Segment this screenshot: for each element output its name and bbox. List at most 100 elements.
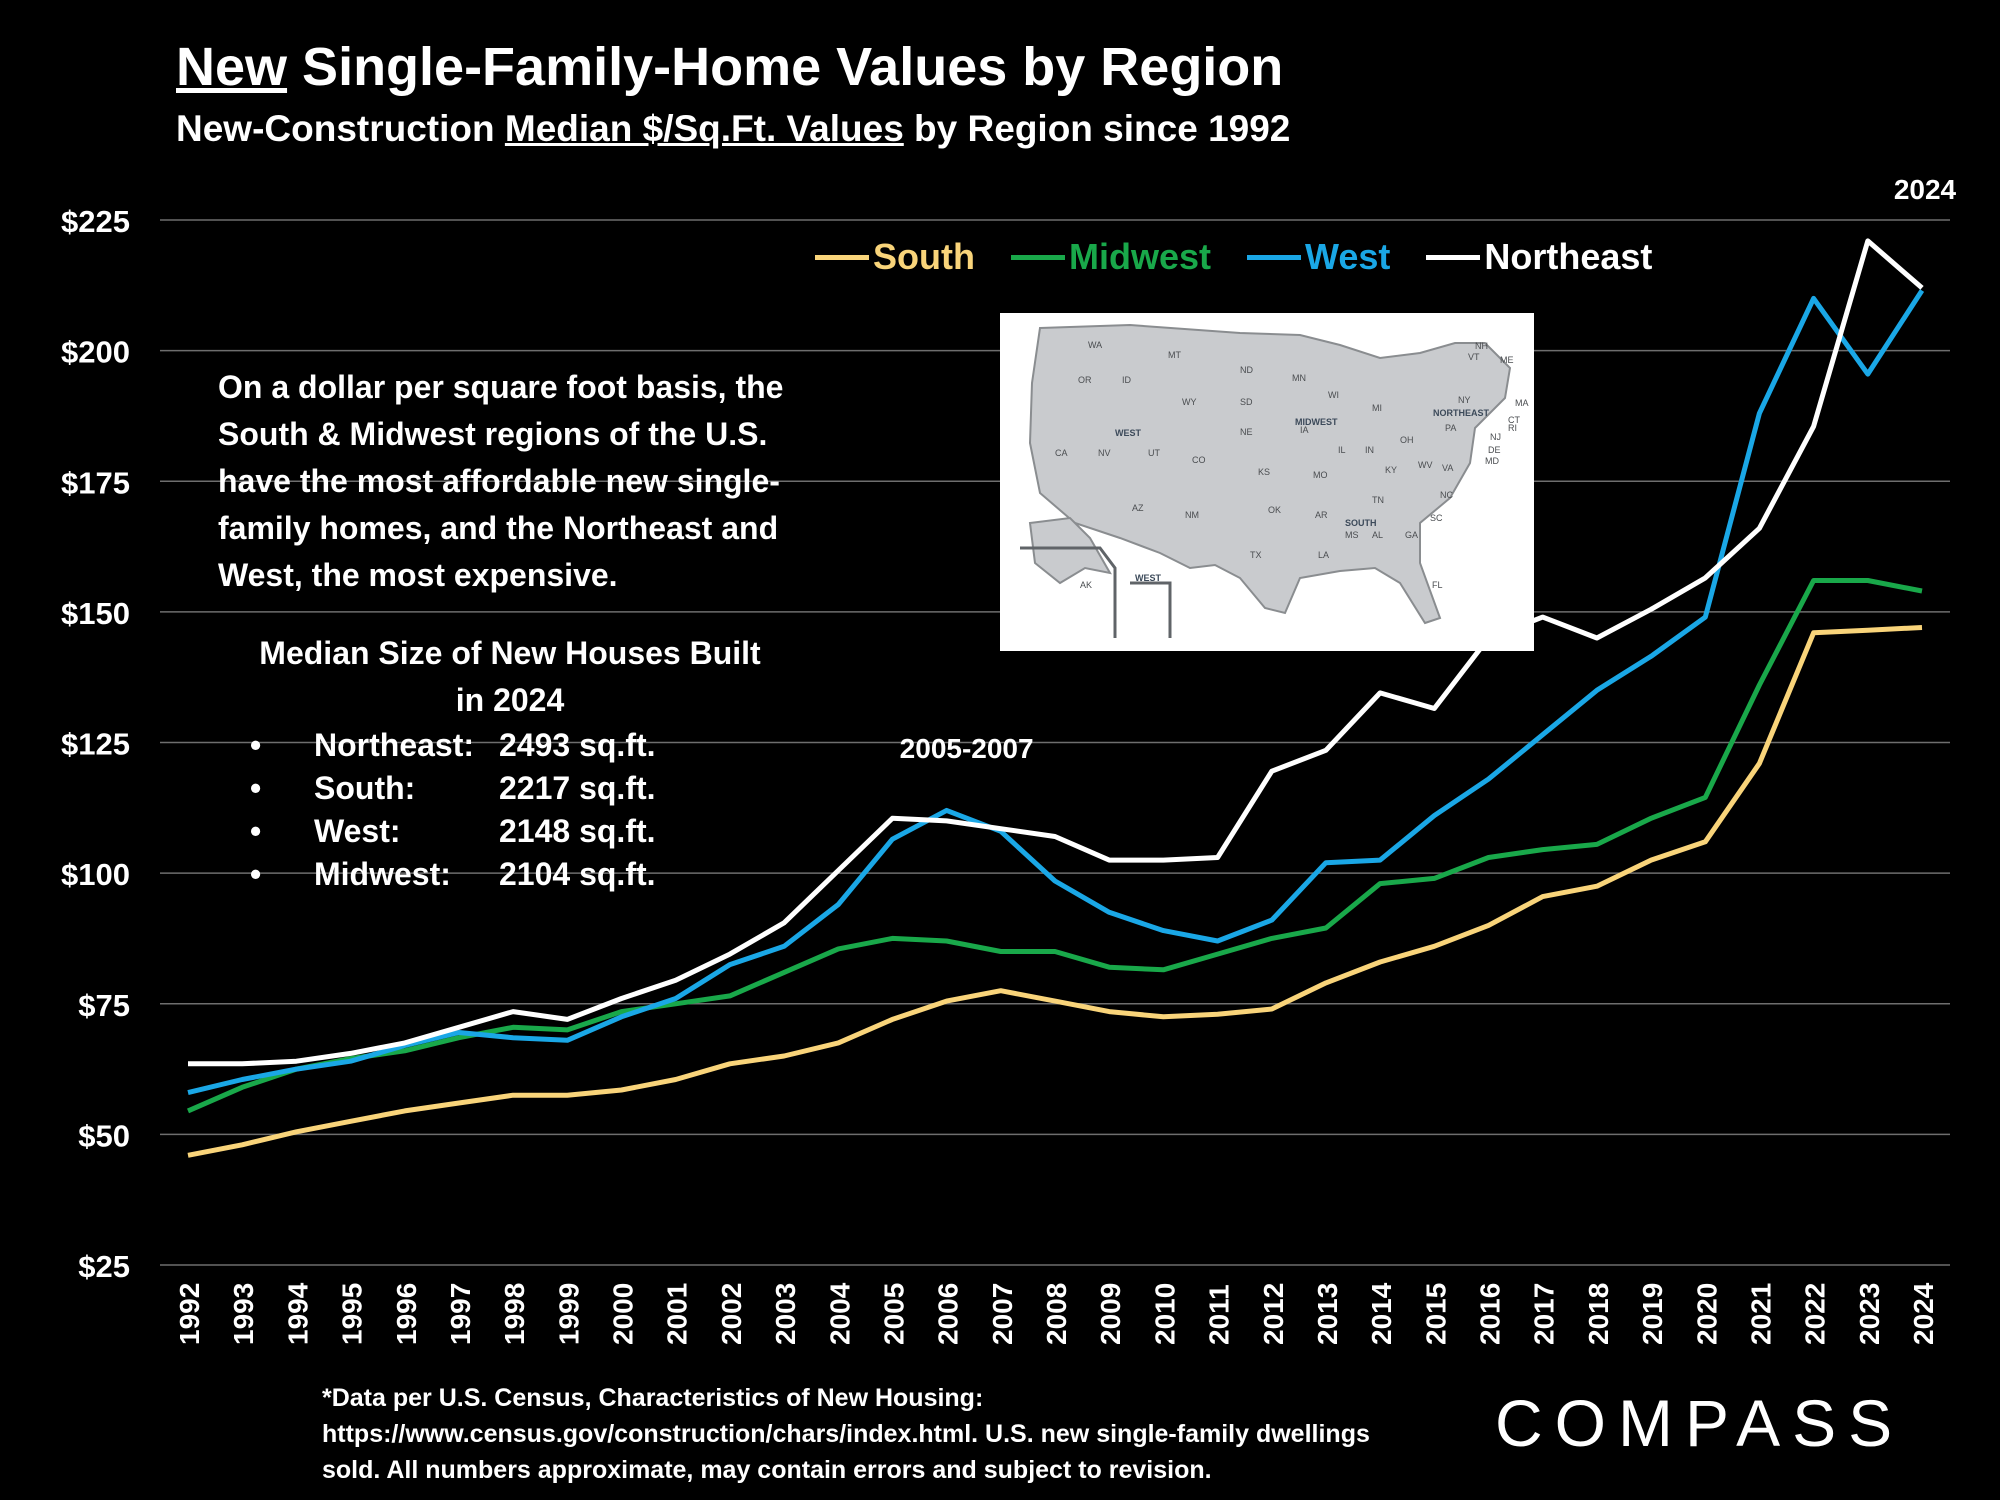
legend-swatch — [1426, 254, 1481, 260]
size-region: Midwest: — [314, 856, 451, 892]
title-rest: Single-Family-Home Values by Region — [287, 37, 1284, 97]
state-label: ID — [1122, 375, 1132, 385]
x-tick-label: 1993 — [228, 1283, 259, 1345]
state-label: SC — [1430, 513, 1443, 523]
state-label: MA — [1515, 398, 1529, 408]
state-label: WY — [1182, 397, 1197, 407]
legend-swatch — [1010, 254, 1065, 260]
subtitle-post: by Region since 1992 — [903, 108, 1291, 149]
x-tick-label: 2011 — [1204, 1284, 1235, 1345]
state-label: TN — [1372, 495, 1384, 505]
size-value: 2493 sq.ft. — [499, 727, 656, 763]
legend-label: West — [1305, 236, 1391, 277]
state-label: TX — [1250, 550, 1262, 560]
y-tick-label: $75 — [78, 988, 130, 1023]
x-tick-label: 2023 — [1854, 1283, 1885, 1345]
legend-swatch — [1247, 254, 1301, 260]
x-tick-label: 2001 — [662, 1283, 693, 1345]
state-label: FL — [1432, 580, 1443, 590]
x-tick-label: 1999 — [553, 1283, 584, 1345]
bullet: • — [250, 770, 262, 806]
median-size-row: • South: 2217 sq.ft. — [250, 767, 770, 810]
state-label: PA — [1445, 423, 1456, 433]
state-label: NJ — [1490, 432, 1501, 442]
x-tick-label: 2004 — [824, 1282, 855, 1345]
alaska-shape — [1028, 516, 1112, 585]
state-label: NY — [1458, 395, 1471, 405]
y-tick-label: $175 — [61, 465, 130, 500]
legend-item-northeast: Northeast — [1426, 236, 1652, 278]
state-label: OH — [1400, 435, 1414, 445]
state-label: OK — [1268, 505, 1281, 515]
subtitle-underlined: Median $/Sq.Ft. Values — [504, 108, 904, 149]
size-value: 2217 sq.ft. — [499, 770, 656, 806]
chart-legend: South Midwest West Northeast — [815, 236, 1688, 278]
y-tick-label: $150 — [61, 596, 130, 631]
state-label: RI — [1508, 423, 1517, 433]
x-tick-label: 2007 — [987, 1283, 1018, 1345]
state-label: KS — [1258, 467, 1270, 477]
affordability-annotation: On a dollar per square foot basis, the S… — [218, 369, 784, 593]
state-label: NV — [1098, 448, 1111, 458]
x-tick-label: 2021 — [1745, 1283, 1776, 1345]
us-regions-map: WA OR ID MT WY ND SD NE MN WI MI IA IL IN OH MO KS CO UT NV… — [1000, 313, 1534, 651]
state-label: NM — [1185, 510, 1199, 520]
x-tick-label: 1996 — [391, 1283, 422, 1345]
map-state-labels: WA OR ID MT WY ND SD NE MN WI MI IA IL IN OH MO KS CO UT NV… — [1055, 340, 1529, 590]
inset-borders — [1020, 546, 1172, 638]
bullet: • — [250, 813, 262, 849]
page-subtitle: New-Construction Median $/Sq.Ft. Values … — [176, 108, 1290, 150]
series-line-south — [187, 625, 1923, 1158]
x-tick-label: 2008 — [1041, 1283, 1072, 1345]
y-tick-label: $100 — [61, 857, 130, 892]
state-label: AR — [1315, 510, 1328, 520]
x-tick-label: 2024 — [1908, 1282, 1939, 1345]
region-label: NORTHEAST — [1433, 408, 1490, 418]
state-label: NE — [1240, 427, 1253, 437]
subtitle-pre: New-Construction — [176, 108, 505, 149]
state-label: AZ — [1132, 503, 1144, 513]
x-tick-label: 2006 — [933, 1283, 964, 1345]
series-line-northeast — [188, 238, 1924, 1067]
state-label: UT — [1148, 448, 1160, 458]
size-value: 2148 sq.ft. — [499, 813, 656, 849]
x-tick-label: 2000 — [608, 1283, 639, 1345]
state-label: WI — [1328, 390, 1339, 400]
legend-item-west: West — [1247, 236, 1390, 278]
x-tick-label: 2005 — [878, 1283, 909, 1345]
legend-item-south: South — [815, 236, 975, 278]
legend-label: Northeast — [1484, 236, 1653, 277]
state-label: CA — [1055, 448, 1068, 458]
x-tick-label: 2013 — [1312, 1283, 1343, 1345]
x-tick-label: 1997 — [445, 1283, 476, 1345]
size-region: South: — [314, 770, 416, 806]
state-label: IN — [1365, 445, 1374, 455]
state-label: AK — [1080, 580, 1092, 590]
y-tick-label: $200 — [61, 335, 130, 370]
region-label: WEST — [1115, 428, 1142, 438]
x-tick-label: 2012 — [1258, 1283, 1289, 1345]
state-label: AL — [1372, 530, 1383, 540]
size-region: Northeast: — [314, 727, 475, 763]
x-tick-label: 1998 — [499, 1283, 530, 1345]
chart-annotation: 2005-2007 — [900, 733, 1034, 764]
legend-swatch — [815, 254, 869, 260]
legend-item-midwest: Midwest — [1010, 236, 1211, 278]
size-value: 2104 sq.ft. — [499, 856, 656, 892]
x-tick-label: 2022 — [1800, 1283, 1831, 1345]
state-label: SD — [1240, 397, 1253, 407]
state-label: MT — [1168, 350, 1181, 360]
median-size-box: Median Size of New Houses Built in 2024 … — [250, 630, 770, 896]
contiguous-us-shape — [1028, 323, 1512, 625]
state-label: MI — [1372, 403, 1382, 413]
x-tick-label: 1994 — [282, 1282, 313, 1345]
region-label: SOUTH — [1345, 518, 1377, 528]
y-tick-label: $125 — [61, 727, 130, 762]
state-label: KY — [1385, 465, 1397, 475]
state-label: OR — [1078, 375, 1092, 385]
state-label: LA — [1318, 550, 1329, 560]
legend-label: South — [873, 236, 975, 277]
legend-label: Midwest — [1068, 236, 1211, 277]
x-tick-label: 2019 — [1637, 1283, 1668, 1345]
state-label: MD — [1485, 456, 1499, 466]
